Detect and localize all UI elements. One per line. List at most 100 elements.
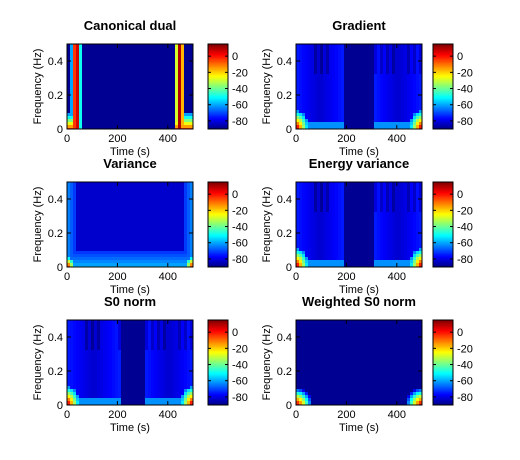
heatmap-cell bbox=[112, 203, 116, 207]
heatmap-cell bbox=[401, 125, 405, 129]
heatmap-cell bbox=[121, 116, 125, 120]
heatmap-cell bbox=[130, 125, 134, 129]
colorbar-segment bbox=[208, 261, 228, 264]
heatmap-cell bbox=[323, 194, 327, 198]
heatmap-cell bbox=[91, 80, 95, 84]
heatmap-cell bbox=[356, 50, 360, 54]
heatmap-cell bbox=[380, 98, 384, 102]
heatmap-cell bbox=[398, 251, 402, 255]
heatmap-cell bbox=[142, 248, 146, 252]
heatmap-cell bbox=[398, 56, 402, 60]
heatmap-cell bbox=[302, 95, 306, 99]
heatmap-cell bbox=[145, 92, 149, 96]
heatmap-cell bbox=[416, 98, 420, 102]
heatmap-cell bbox=[190, 263, 194, 267]
heatmap-cell bbox=[395, 185, 399, 189]
heatmap-cell bbox=[94, 56, 98, 60]
heatmap-cell bbox=[386, 119, 390, 123]
heatmap-cell bbox=[67, 56, 71, 60]
heatmap-cell bbox=[181, 209, 185, 213]
heatmap-cell bbox=[91, 77, 95, 81]
heatmap-cell bbox=[323, 245, 327, 249]
heatmap-cell bbox=[332, 65, 336, 69]
heatmap-cell bbox=[157, 230, 161, 234]
heatmap-cell bbox=[401, 74, 405, 78]
heatmap-cell bbox=[353, 248, 357, 252]
heatmap-cell bbox=[296, 53, 300, 57]
heatmap-cell bbox=[172, 83, 176, 87]
heatmap-cell bbox=[362, 107, 366, 111]
heatmap-cell bbox=[67, 92, 71, 96]
colorbar-tick-label: 0 bbox=[457, 51, 463, 63]
heatmap-cell bbox=[368, 50, 372, 54]
heatmap-cell bbox=[130, 110, 134, 114]
heatmap-cell bbox=[407, 95, 411, 99]
heatmap-cell bbox=[103, 203, 107, 207]
heatmap-cell bbox=[341, 83, 345, 87]
heatmap-cell bbox=[338, 56, 342, 60]
heatmap-cell bbox=[163, 230, 167, 234]
heatmap-cell bbox=[106, 89, 110, 93]
heatmap-cell bbox=[305, 83, 309, 87]
heatmap-cell bbox=[326, 194, 330, 198]
heatmap-cell bbox=[151, 239, 155, 243]
colorbar-segment bbox=[208, 75, 228, 78]
heatmap-cell bbox=[404, 194, 408, 198]
heatmap-cell bbox=[151, 188, 155, 192]
heatmap-cell bbox=[365, 230, 369, 234]
heatmap-cell bbox=[88, 119, 92, 123]
heatmap-cell bbox=[368, 218, 372, 222]
heatmap-cell bbox=[133, 77, 137, 81]
heatmap-cell bbox=[344, 56, 348, 60]
heatmap-cell bbox=[326, 215, 330, 219]
heatmap-cell bbox=[335, 68, 339, 72]
heatmap-cell bbox=[148, 74, 152, 78]
heatmap-cell bbox=[67, 62, 71, 66]
heatmap-cell bbox=[139, 200, 143, 204]
heatmap-cell bbox=[398, 68, 402, 72]
heatmap-cell bbox=[94, 260, 98, 264]
heatmap-cell bbox=[160, 233, 164, 237]
heatmap-cell bbox=[73, 236, 77, 240]
heatmap-cell bbox=[389, 212, 393, 216]
heatmap-cell bbox=[109, 257, 113, 261]
colorbar-segment bbox=[433, 85, 453, 87]
heatmap-cell bbox=[178, 98, 182, 102]
heatmap-cell bbox=[178, 185, 182, 189]
heatmap-cell bbox=[401, 209, 405, 213]
heatmap-cell bbox=[88, 194, 92, 198]
heatmap-cell bbox=[389, 47, 393, 51]
heatmap-cell bbox=[172, 62, 176, 66]
heatmap-cell bbox=[109, 53, 113, 57]
heatmap-cell bbox=[85, 125, 89, 129]
heatmap-cell bbox=[124, 212, 128, 216]
heatmap-cell bbox=[386, 209, 390, 213]
heatmap-cell bbox=[320, 116, 324, 120]
heatmap-cell bbox=[127, 230, 131, 234]
heatmap-cell bbox=[356, 89, 360, 93]
heatmap-cell bbox=[314, 185, 318, 189]
heatmap-cell bbox=[130, 95, 134, 99]
heatmap-cell bbox=[296, 104, 300, 108]
heatmap-cell bbox=[368, 98, 372, 102]
heatmap-cell bbox=[106, 230, 110, 234]
heatmap-cell bbox=[413, 218, 417, 222]
heatmap-cell bbox=[377, 104, 381, 108]
plot-frame bbox=[66, 181, 194, 268]
plot-frame bbox=[66, 43, 194, 130]
heatmap-cell bbox=[154, 83, 158, 87]
heatmap-cell bbox=[145, 224, 149, 228]
heatmap-cell bbox=[187, 230, 191, 234]
heatmap-cell bbox=[91, 254, 95, 258]
colorbar-tick-label: -40 bbox=[232, 222, 248, 234]
heatmap-cell bbox=[347, 221, 351, 225]
heatmap-cell bbox=[148, 206, 152, 210]
heatmap-cell bbox=[416, 191, 420, 195]
heatmap-cell bbox=[109, 56, 113, 60]
heatmap-cell bbox=[380, 65, 384, 69]
heatmap-cell bbox=[413, 116, 417, 120]
heatmap-cell bbox=[401, 98, 405, 102]
heatmap-cell bbox=[356, 116, 360, 120]
heatmap-cell bbox=[70, 254, 74, 258]
heatmap-cell bbox=[374, 68, 378, 72]
